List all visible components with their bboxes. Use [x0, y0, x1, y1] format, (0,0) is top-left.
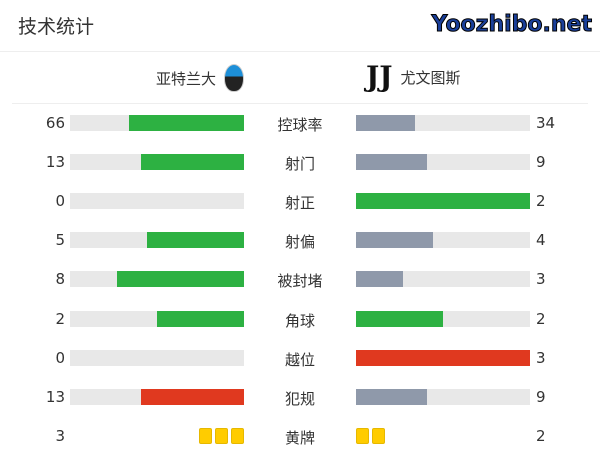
away-bar-fill	[356, 232, 434, 248]
stat-row: 0 射正 2	[0, 192, 600, 212]
home-value: 2	[55, 310, 65, 328]
away-value: 3	[536, 270, 546, 288]
away-bar	[356, 193, 530, 209]
away-bar-fill	[356, 154, 428, 170]
away-bar	[356, 389, 530, 405]
home-cards	[199, 428, 244, 444]
stat-row: 13 射门 9	[0, 153, 600, 173]
away-bar-fill	[356, 271, 404, 287]
away-team-name: 尤文图斯	[400, 68, 461, 87]
away-bar	[356, 350, 530, 366]
away-value: 3	[536, 349, 546, 367]
home-value: 0	[55, 349, 65, 367]
away-value: 2	[536, 192, 546, 210]
away-bar-fill	[356, 389, 428, 405]
away-bar-fill	[356, 311, 443, 327]
yellow-card-icon	[231, 428, 244, 444]
home-bar-fill	[141, 154, 244, 170]
home-team-name: 亚特兰大	[155, 69, 216, 88]
home-bar-fill	[117, 271, 244, 287]
home-value: 8	[55, 270, 65, 288]
away-value: 4	[536, 231, 546, 249]
stat-label: 犯规	[284, 390, 315, 408]
home-value: 13	[45, 388, 65, 406]
watermark: Yoozhibo.net	[431, 12, 592, 38]
home-bar	[70, 271, 244, 287]
away-bar	[356, 311, 530, 327]
stat-row: 5 射偏 4	[0, 231, 600, 251]
away-cards	[356, 428, 385, 444]
stat-label: 黄牌	[284, 429, 315, 447]
away-team: JJ 尤文图斯	[366, 60, 461, 93]
away-bar	[356, 154, 530, 170]
divider	[0, 51, 600, 52]
stat-label: 射偏	[284, 233, 315, 251]
home-value: 13	[45, 153, 65, 171]
away-bar-fill	[356, 193, 530, 209]
stat-label: 控球率	[277, 116, 323, 134]
away-value: 9	[536, 388, 546, 406]
home-value: 5	[55, 231, 65, 249]
home-team: 亚特兰大	[156, 64, 244, 92]
stat-label: 射正	[284, 194, 315, 212]
stat-label: 射门	[284, 155, 315, 173]
home-bar-fill	[129, 115, 244, 131]
away-value: 2	[536, 427, 546, 445]
home-bar-fill	[157, 311, 244, 327]
stat-row: 66 控球率 34	[0, 114, 600, 134]
stat-label: 越位	[284, 351, 315, 369]
home-bar	[70, 154, 244, 170]
home-value: 66	[45, 114, 65, 132]
home-bar-fill	[147, 232, 244, 248]
stat-row: 0 越位 3	[0, 349, 600, 369]
home-bar	[70, 193, 244, 209]
page-title: 技术统计	[18, 16, 95, 38]
divider	[12, 103, 588, 104]
home-bar	[70, 350, 244, 366]
stat-row: 13 犯规 9	[0, 388, 600, 408]
stat-label: 被封堵	[277, 272, 323, 290]
away-value: 2	[536, 310, 546, 328]
away-bar	[356, 232, 530, 248]
away-bar	[356, 115, 530, 131]
away-bar	[356, 271, 530, 287]
away-value: 9	[536, 153, 546, 171]
stat-row: 2 角球 2	[0, 310, 600, 330]
yellow-card-icon	[215, 428, 228, 444]
away-bar-fill	[356, 115, 416, 131]
stat-label: 角球	[284, 312, 315, 330]
atalanta-logo-icon	[224, 64, 244, 92]
yellow-card-row: 3 黄牌 2	[0, 427, 600, 447]
home-bar-fill	[141, 389, 244, 405]
home-value: 3	[55, 427, 65, 445]
home-value: 0	[55, 192, 65, 210]
juventus-logo-icon: JJ	[366, 60, 393, 93]
home-bar	[70, 389, 244, 405]
away-value: 34	[536, 114, 556, 132]
stat-row: 8 被封堵 3	[0, 270, 600, 290]
yellow-card-icon	[199, 428, 212, 444]
home-bar	[70, 311, 244, 327]
yellow-card-icon	[356, 428, 369, 444]
yellow-card-icon	[372, 428, 385, 444]
away-bar-fill	[356, 350, 530, 366]
home-bar	[70, 232, 244, 248]
home-bar	[70, 115, 244, 131]
